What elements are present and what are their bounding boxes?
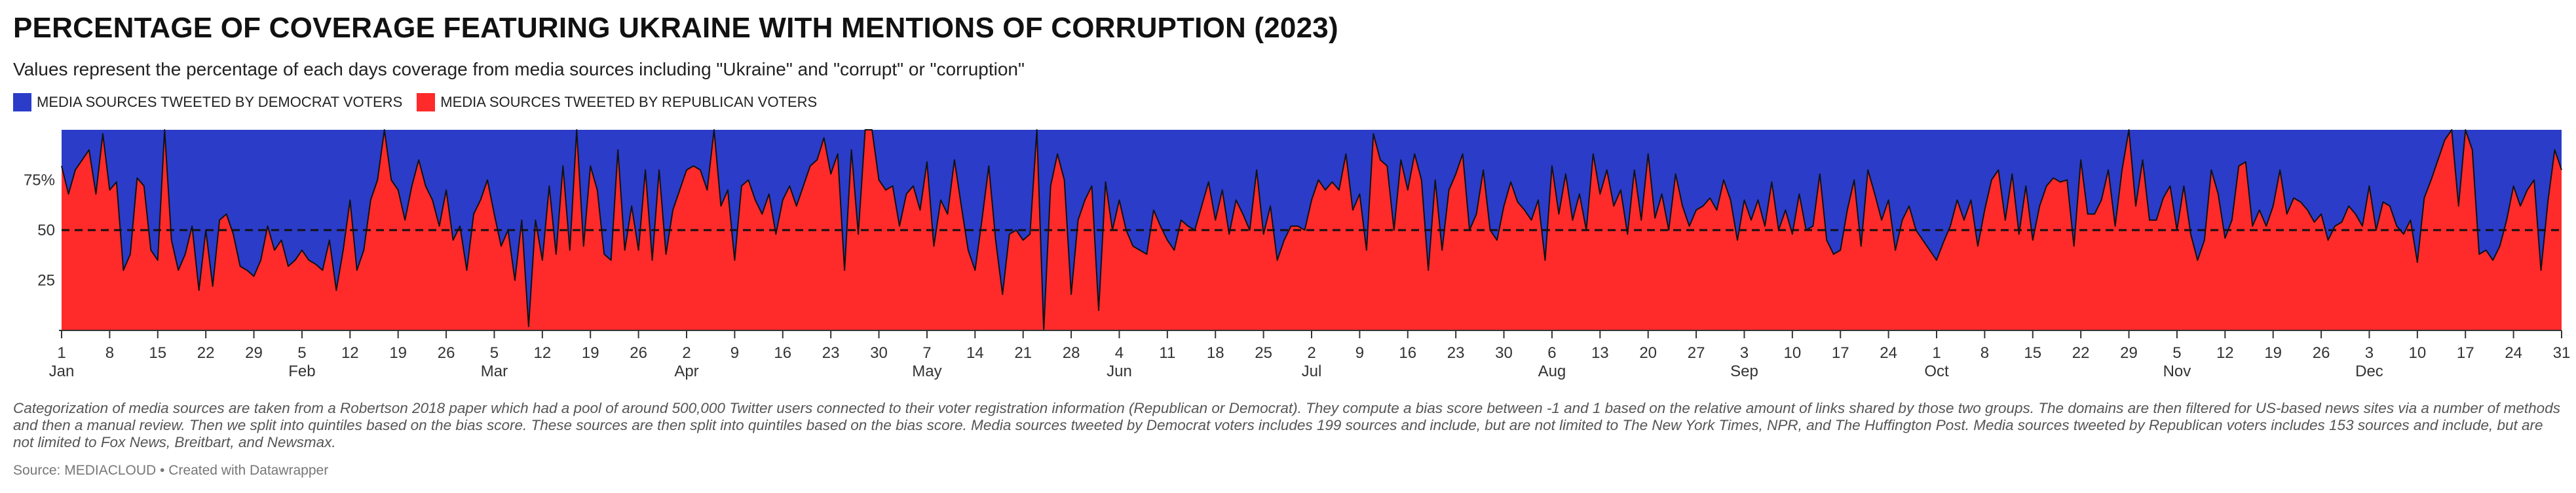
- x-tick-label: 7: [922, 344, 931, 362]
- x-tick-label: 15: [2024, 344, 2041, 362]
- x-tick-label: 5: [297, 344, 306, 362]
- x-tick-label: 12: [2216, 344, 2234, 362]
- x-tick-label: 29: [245, 344, 263, 362]
- x-tick-label: 2: [682, 344, 691, 362]
- x-tick-label: 3: [2365, 344, 2374, 362]
- x-tick-label: 16: [774, 344, 791, 362]
- legend: MEDIA SOURCES TWEETED BY DEMOCRAT VOTERS…: [13, 93, 831, 111]
- x-tick-label: 16: [1399, 344, 1416, 362]
- x-tick-label: 20: [1639, 344, 1657, 362]
- x-tick-label: 17: [1832, 344, 1849, 362]
- x-tick-label: 22: [2072, 344, 2090, 362]
- x-tick-label: 24: [2505, 344, 2522, 362]
- x-tick-label: 17: [2457, 344, 2474, 362]
- x-tick-label: 28: [1063, 344, 1080, 362]
- x-tick-label: 27: [1688, 344, 1705, 362]
- x-tick-label: 5: [2172, 344, 2181, 362]
- x-tick-label: 10: [2408, 344, 2426, 362]
- x-tick-label: 30: [1495, 344, 1513, 362]
- x-tick-label: 5: [490, 344, 499, 362]
- x-tick-label: 18: [1207, 344, 1224, 362]
- x-month-label: Feb: [288, 363, 315, 380]
- x-tick-label: 23: [1447, 344, 1465, 362]
- x-tick-label: 8: [105, 344, 114, 362]
- x-month-label: Apr: [674, 363, 698, 380]
- x-tick-label: 23: [822, 344, 840, 362]
- x-month-label: Sep: [1730, 363, 1758, 380]
- x-tick-label: 30: [870, 344, 888, 362]
- x-tick-label: 19: [582, 344, 599, 362]
- x-tick-label: 2: [1307, 344, 1316, 362]
- legend-label-republican: MEDIA SOURCES TWEETED BY REPUBLICAN VOTE…: [440, 94, 818, 110]
- x-tick-label: 12: [533, 344, 551, 362]
- series-line: [61, 129, 2562, 331]
- x-tick-label: 9: [730, 344, 739, 362]
- x-tick-label: 13: [1591, 344, 1609, 362]
- x-month-label: Oct: [1924, 363, 1949, 380]
- x-month-label: Jun: [1107, 363, 1132, 380]
- x-tick-label: 3: [1740, 344, 1749, 362]
- source-credit: Source: MEDIACLOUD • Created with Datawr…: [13, 463, 329, 478]
- x-tick-label: 15: [149, 344, 166, 362]
- y-tick-label: 25: [37, 272, 55, 290]
- x-tick-label: 8: [1980, 344, 1989, 362]
- x-month-label: Aug: [1538, 363, 1566, 380]
- x-tick-label: 12: [341, 344, 359, 362]
- x-tick-label: 1: [57, 344, 66, 362]
- x-tick-label: 14: [966, 344, 984, 362]
- x-tick-label: 19: [389, 344, 407, 362]
- legend-swatch-democrat: [13, 93, 31, 111]
- y-tick-label: 75%: [24, 172, 55, 189]
- x-tick-label: 11: [1159, 344, 1175, 362]
- x-tick-label: 19: [2264, 344, 2282, 362]
- x-tick-label: 26: [2313, 344, 2330, 362]
- x-month-label: May: [912, 363, 941, 380]
- chart-subtitle: Values represent the percentage of each …: [13, 59, 1025, 79]
- legend-label-democrat: MEDIA SOURCES TWEETED BY DEMOCRAT VOTERS: [37, 94, 403, 110]
- x-tick-label: 21: [1014, 344, 1032, 362]
- x-tick-label: 25: [1255, 344, 1272, 362]
- legend-item-democrat: MEDIA SOURCES TWEETED BY DEMOCRAT VOTERS: [13, 93, 402, 111]
- y-tick-label: 50: [37, 222, 55, 239]
- x-month-label: Jul: [1302, 363, 1322, 380]
- x-tick-label: 26: [630, 344, 647, 362]
- x-tick-label: 9: [1355, 344, 1364, 362]
- methodology-notes: Categorization of media sources are take…: [13, 400, 2560, 450]
- x-tick-label: 31: [2553, 344, 2571, 362]
- x-tick-label: 10: [1783, 344, 1801, 362]
- x-month-label: Mar: [481, 363, 508, 380]
- x-tick-label: 22: [197, 344, 215, 362]
- x-tick-label: 29: [2120, 344, 2138, 362]
- x-tick-label: 24: [1880, 344, 1897, 362]
- x-month-label: Nov: [2163, 363, 2191, 380]
- chart-title: PERCENTAGE OF COVERAGE FEATURING UKRAINE…: [13, 12, 1338, 44]
- x-tick-label: 4: [1115, 344, 1124, 362]
- legend-swatch-republican: [417, 93, 436, 111]
- x-tick-label: 26: [438, 344, 455, 362]
- x-month-label: Dec: [2355, 363, 2383, 380]
- x-tick-label: 1: [1932, 344, 1941, 362]
- x-tick-label: 6: [1547, 344, 1556, 362]
- x-month-label: Jan: [49, 363, 75, 380]
- legend-item-republican: MEDIA SOURCES TWEETED BY REPUBLICAN VOTE…: [417, 93, 817, 111]
